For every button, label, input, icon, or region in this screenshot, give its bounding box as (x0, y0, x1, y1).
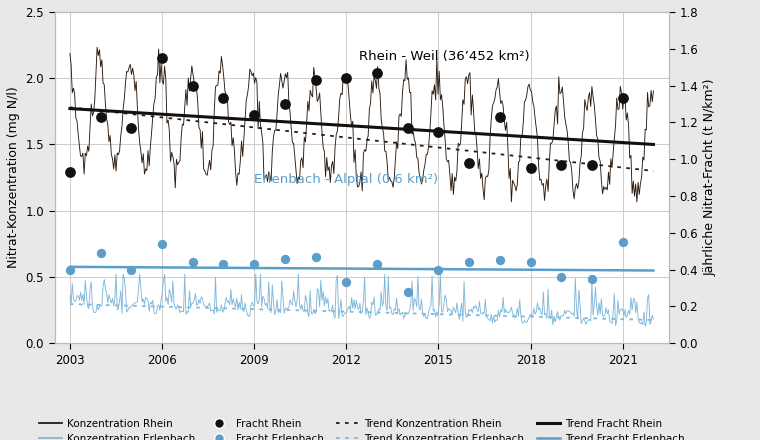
Point (156, 240, 168, 247)
Point (616, 95, 629, 102)
Point (248, 260, 260, 268)
Point (586, 275, 598, 282)
Point (64, 169, 76, 176)
Point (463, 259, 475, 266)
Point (432, 266, 445, 273)
Point (279, 255, 291, 262)
Point (371, 260, 383, 268)
Point (616, 238, 629, 246)
Point (371, 69, 383, 76)
Text: Erlenbach - Alptal (0.6 km²): Erlenbach - Alptal (0.6 km²) (255, 173, 439, 186)
Point (279, 100, 291, 107)
Point (586, 161, 598, 168)
Point (494, 114, 506, 121)
Point (556, 161, 568, 168)
Point (432, 128, 445, 135)
Point (187, 82, 199, 89)
Point (187, 259, 199, 266)
Point (309, 77, 321, 84)
Point (463, 159, 475, 166)
Text: Rhein - Weil (36’452 km²): Rhein - Weil (36’452 km²) (359, 50, 530, 63)
Point (402, 125, 414, 132)
Y-axis label: Nitrat-Konzentration (mg N/l): Nitrat-Konzentration (mg N/l) (7, 87, 20, 268)
Point (524, 165, 537, 172)
Point (402, 288, 414, 295)
Point (524, 259, 537, 266)
Legend: Konzentration Rhein, Konzentration Erlenbach, Fracht Rhein, Fracht Erlenbach, Tr: Konzentration Rhein, Konzentration Erlen… (35, 414, 689, 440)
Point (217, 95, 230, 102)
Point (340, 75, 353, 82)
Point (94, 249, 106, 257)
Point (156, 55, 168, 62)
Point (125, 266, 138, 273)
Point (309, 253, 321, 260)
Y-axis label: Jährliche Nitrat-Fracht (t N/km²): Jährliche Nitrat-Fracht (t N/km²) (704, 79, 717, 276)
Point (494, 257, 506, 264)
Point (125, 125, 138, 132)
Point (217, 260, 230, 268)
Point (340, 279, 353, 286)
Point (64, 266, 76, 273)
Point (556, 273, 568, 280)
Point (94, 114, 106, 121)
Point (248, 111, 260, 118)
